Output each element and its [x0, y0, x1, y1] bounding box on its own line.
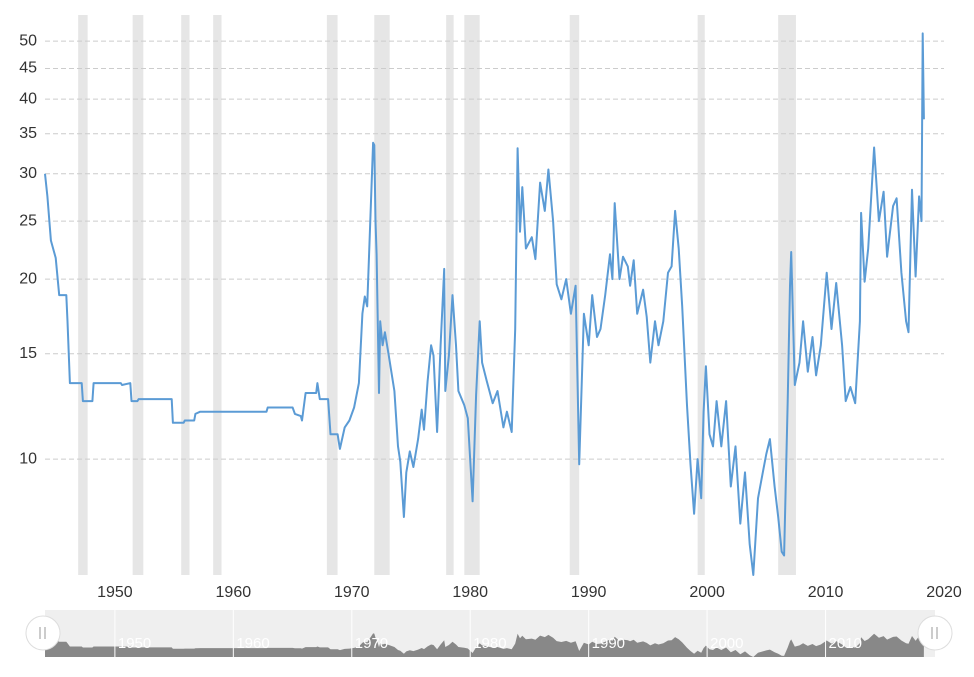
- left-handle-grip: [39, 627, 46, 639]
- y-tick-label: 40: [19, 90, 37, 107]
- grid-layer: [45, 40, 944, 460]
- y-tick-label: 25: [19, 212, 37, 229]
- y-tick-label: 30: [19, 165, 37, 182]
- navigator[interactable]: 1950 1960 1970 1980 1990 2000 2010: [45, 610, 935, 657]
- recession-band: [778, 15, 796, 575]
- navigator-tick-label: 2010: [829, 635, 862, 652]
- recession-band: [132, 15, 144, 575]
- data-line: [44, 32, 925, 576]
- x-tick-label: 1960: [216, 584, 252, 601]
- y-tick-label: 10: [19, 450, 37, 467]
- recession-band: [446, 15, 454, 575]
- navigator-area: [45, 627, 924, 657]
- navigator-tick-label: 1980: [473, 635, 506, 652]
- x-tick-label: 1970: [334, 584, 370, 601]
- navigator-tick-label: 1970: [355, 635, 388, 652]
- x-tick-label: 1980: [452, 584, 488, 601]
- y-tick-label: 15: [19, 345, 37, 362]
- y-tick-label: 20: [19, 270, 37, 287]
- recession-band: [181, 15, 190, 575]
- right-handle[interactable]: [917, 615, 953, 651]
- y-tick-label: 45: [19, 60, 37, 77]
- navigator-tick-label: 1990: [592, 635, 625, 652]
- recession-band: [326, 15, 338, 575]
- y-tick-label: 50: [19, 32, 37, 49]
- y-tick-label: 35: [19, 125, 37, 142]
- x-tick-label: 1950: [97, 584, 133, 601]
- x-tick-label: 1990: [571, 584, 607, 601]
- navigator-tick-label: 2000: [710, 635, 743, 652]
- recession-band: [213, 15, 222, 575]
- navigator-tick-label: 1960: [236, 635, 269, 652]
- recession-band: [374, 15, 390, 575]
- x-tick-label: 2000: [689, 584, 725, 601]
- x-tick-label: 2020: [926, 584, 962, 601]
- left-handle[interactable]: [25, 615, 61, 651]
- navigator-handles[interactable]: [25, 615, 953, 651]
- right-handle-grip: [931, 627, 938, 639]
- navigator-tick-label: 1950: [118, 635, 151, 652]
- x-tick-label: 2010: [808, 584, 844, 601]
- plot-layer: 10 15 20 25 30 35 40 45 50 1950 1960 1970 1980 1990 20…: [19, 32, 962, 601]
- recession-band: [78, 15, 88, 575]
- recession-band: [697, 15, 705, 575]
